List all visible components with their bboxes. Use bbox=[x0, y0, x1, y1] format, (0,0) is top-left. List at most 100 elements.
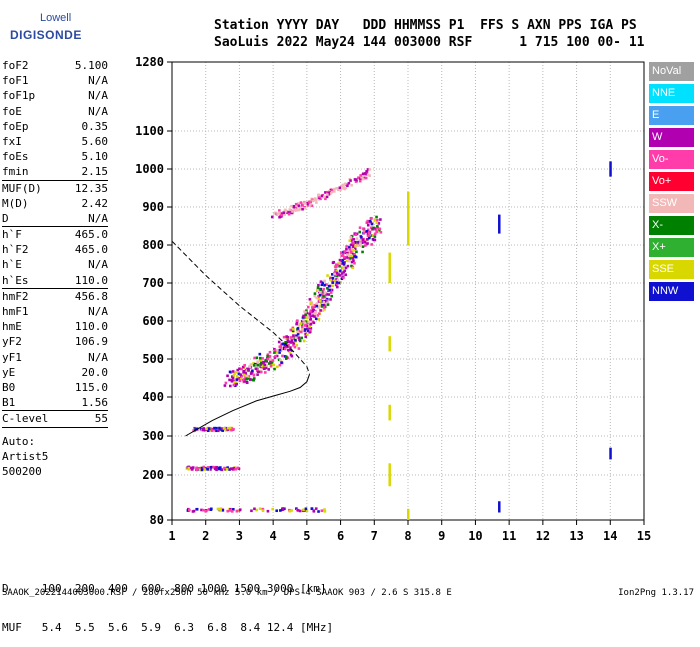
f2-echo-point bbox=[273, 347, 276, 351]
x-tick-label: 5 bbox=[303, 529, 310, 543]
es-echo-point bbox=[220, 427, 224, 430]
es-echo-point bbox=[312, 509, 316, 513]
f2-echo-point bbox=[373, 218, 377, 222]
param-row: h`E N/A bbox=[2, 257, 110, 272]
f2-multihop-point bbox=[333, 187, 336, 191]
f2-echo-point bbox=[343, 265, 346, 269]
f2-echo-point bbox=[371, 234, 375, 237]
es-echo-point bbox=[188, 508, 191, 512]
param-label: D bbox=[2, 211, 9, 225]
f2-multihop-point bbox=[284, 210, 288, 213]
f2-echo-point bbox=[309, 327, 313, 330]
y-tick-label: 80 bbox=[150, 513, 164, 527]
f2-echo-point bbox=[343, 257, 346, 261]
f2-multihop-point bbox=[341, 183, 345, 187]
es-echo-point bbox=[310, 507, 314, 510]
f2-echo-point bbox=[289, 336, 293, 339]
x-tick-label: 4 bbox=[270, 529, 277, 543]
f2-multihop-point bbox=[278, 209, 281, 212]
f2-echo-point bbox=[337, 273, 341, 276]
f2-echo-point bbox=[319, 299, 322, 303]
logo-line1: Lowell bbox=[40, 12, 72, 24]
f2-echo-point bbox=[251, 378, 255, 382]
f2-echo-point bbox=[269, 364, 273, 368]
x-tick-label: 6 bbox=[337, 529, 344, 543]
nnw-bar bbox=[609, 161, 612, 177]
f2-echo-point bbox=[336, 263, 339, 267]
f2-echo-point bbox=[263, 367, 266, 370]
f2-echo-point bbox=[275, 351, 279, 354]
f2-echo-point bbox=[298, 339, 302, 343]
f2-echo-point bbox=[345, 245, 348, 248]
f2-multihop-point bbox=[308, 204, 312, 207]
y-tick-label: 900 bbox=[142, 200, 164, 214]
f2-echo-point bbox=[235, 380, 238, 384]
f2-echo-point bbox=[347, 254, 351, 258]
param-value: N/A bbox=[88, 74, 108, 88]
f2-multihop-point bbox=[290, 211, 293, 215]
f2-echo-point bbox=[333, 272, 336, 276]
nnw-bar bbox=[498, 214, 501, 234]
f2-echo-point bbox=[278, 351, 281, 354]
f2-echo-point bbox=[330, 279, 334, 282]
f2-multihop-point bbox=[349, 179, 352, 182]
panel-divider bbox=[2, 179, 108, 181]
x-tick-label: 9 bbox=[438, 529, 445, 543]
f2-echo-point bbox=[261, 366, 265, 369]
f2-echo-point bbox=[349, 236, 352, 239]
f2-echo-point bbox=[366, 242, 369, 245]
f2-echo-point bbox=[296, 319, 299, 322]
f2-echo-point bbox=[338, 258, 342, 262]
f2-echo-point bbox=[230, 379, 234, 382]
f2-echo-point bbox=[300, 325, 304, 329]
f2-echo-point bbox=[366, 219, 369, 223]
f2-echo-point bbox=[356, 244, 360, 247]
footer-file-info: SAAOK_2022144003000.RSF / 280fx256h 50 k… bbox=[2, 588, 452, 598]
es-echo-point bbox=[222, 426, 226, 430]
f2-echo-point bbox=[370, 216, 373, 220]
f2-echo-point bbox=[281, 354, 284, 358]
param-label: B0 bbox=[2, 380, 16, 394]
es-echo-point bbox=[207, 466, 211, 469]
f2-echo-point bbox=[341, 258, 345, 262]
f2-echo-point bbox=[260, 366, 263, 370]
f2-multihop-point bbox=[366, 173, 370, 177]
f2-echo-point bbox=[236, 374, 239, 378]
f2-echo-point bbox=[353, 255, 357, 258]
param-label: yF2 bbox=[2, 335, 22, 349]
es-echo-point bbox=[290, 509, 293, 512]
panel-divider bbox=[2, 426, 108, 428]
f2-echo-point bbox=[283, 343, 287, 347]
f2-echo-point bbox=[329, 278, 332, 282]
es-echo-point bbox=[230, 467, 234, 471]
param-label: foF2 bbox=[2, 59, 29, 72]
param-row: fxI 5.60 bbox=[2, 134, 110, 149]
es-echo-point bbox=[298, 509, 302, 513]
param-label: h`F bbox=[2, 228, 22, 242]
f2-echo-point bbox=[226, 374, 229, 378]
f2-echo-point bbox=[286, 339, 290, 342]
f2-echo-point bbox=[317, 297, 320, 300]
f2-echo-point bbox=[255, 368, 259, 371]
es-echo-point bbox=[191, 467, 194, 471]
f2-echo-point bbox=[235, 378, 239, 381]
f2-echo-point bbox=[340, 254, 343, 257]
x-tick-label: 2 bbox=[202, 529, 209, 543]
panel-divider bbox=[2, 287, 108, 289]
f2-echo-point bbox=[296, 330, 299, 334]
f2-echo-point bbox=[315, 296, 319, 300]
legend-entry: Vo+ bbox=[649, 172, 694, 191]
f2-multihop-point bbox=[364, 172, 367, 175]
f2-echo-point bbox=[280, 343, 283, 347]
f2-multihop-point bbox=[368, 168, 372, 171]
f2-multihop-point bbox=[280, 213, 283, 217]
f2-echo-point bbox=[346, 264, 350, 268]
f2-echo-point bbox=[332, 279, 336, 283]
f2-multihop-point bbox=[358, 179, 362, 183]
f2-echo-point bbox=[315, 302, 319, 305]
param-value: 465.0 bbox=[74, 228, 108, 242]
f2-echo-point bbox=[305, 319, 309, 323]
f2-echo-point bbox=[267, 368, 271, 371]
ionogram-plot: 1 2 3 4 5 6 7 8 9 10 11 12 13 14 158020030040050060070… bbox=[135, 55, 651, 543]
f2-echo-point bbox=[347, 259, 351, 263]
